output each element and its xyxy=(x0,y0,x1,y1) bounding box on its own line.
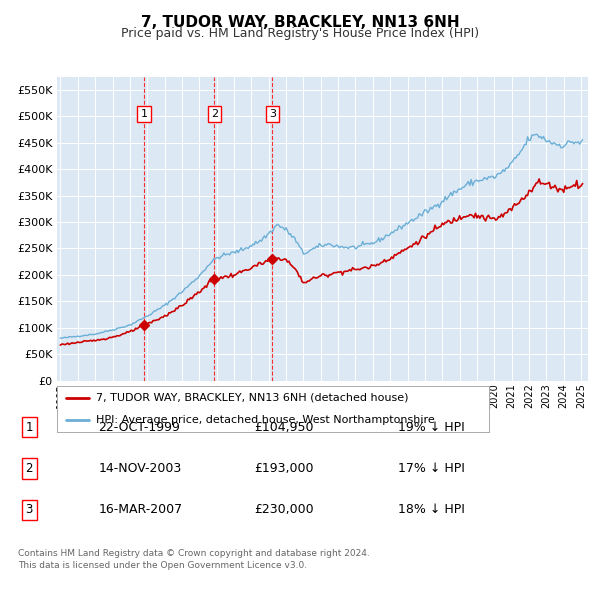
Text: 14-NOV-2003: 14-NOV-2003 xyxy=(98,462,182,475)
Text: 16-MAR-2007: 16-MAR-2007 xyxy=(98,503,182,516)
Text: Contains HM Land Registry data © Crown copyright and database right 2024.: Contains HM Land Registry data © Crown c… xyxy=(18,549,370,558)
Text: £104,950: £104,950 xyxy=(254,421,313,434)
Text: HPI: Average price, detached house, West Northamptonshire: HPI: Average price, detached house, West… xyxy=(96,415,434,425)
Text: 3: 3 xyxy=(269,109,276,119)
Text: 3: 3 xyxy=(26,503,33,516)
Text: 2: 2 xyxy=(26,462,33,475)
Text: 7, TUDOR WAY, BRACKLEY, NN13 6NH (detached house): 7, TUDOR WAY, BRACKLEY, NN13 6NH (detach… xyxy=(96,393,409,403)
Text: 7, TUDOR WAY, BRACKLEY, NN13 6NH: 7, TUDOR WAY, BRACKLEY, NN13 6NH xyxy=(140,15,460,30)
Text: £193,000: £193,000 xyxy=(254,462,313,475)
Text: £230,000: £230,000 xyxy=(254,503,314,516)
Text: 22-OCT-1999: 22-OCT-1999 xyxy=(98,421,180,434)
Text: 1: 1 xyxy=(26,421,33,434)
Text: This data is licensed under the Open Government Licence v3.0.: This data is licensed under the Open Gov… xyxy=(18,560,307,569)
Text: 19% ↓ HPI: 19% ↓ HPI xyxy=(398,421,464,434)
Text: 1: 1 xyxy=(140,109,148,119)
Text: 17% ↓ HPI: 17% ↓ HPI xyxy=(398,462,465,475)
Text: Price paid vs. HM Land Registry's House Price Index (HPI): Price paid vs. HM Land Registry's House … xyxy=(121,27,479,40)
Text: 2: 2 xyxy=(211,109,218,119)
Text: 18% ↓ HPI: 18% ↓ HPI xyxy=(398,503,465,516)
